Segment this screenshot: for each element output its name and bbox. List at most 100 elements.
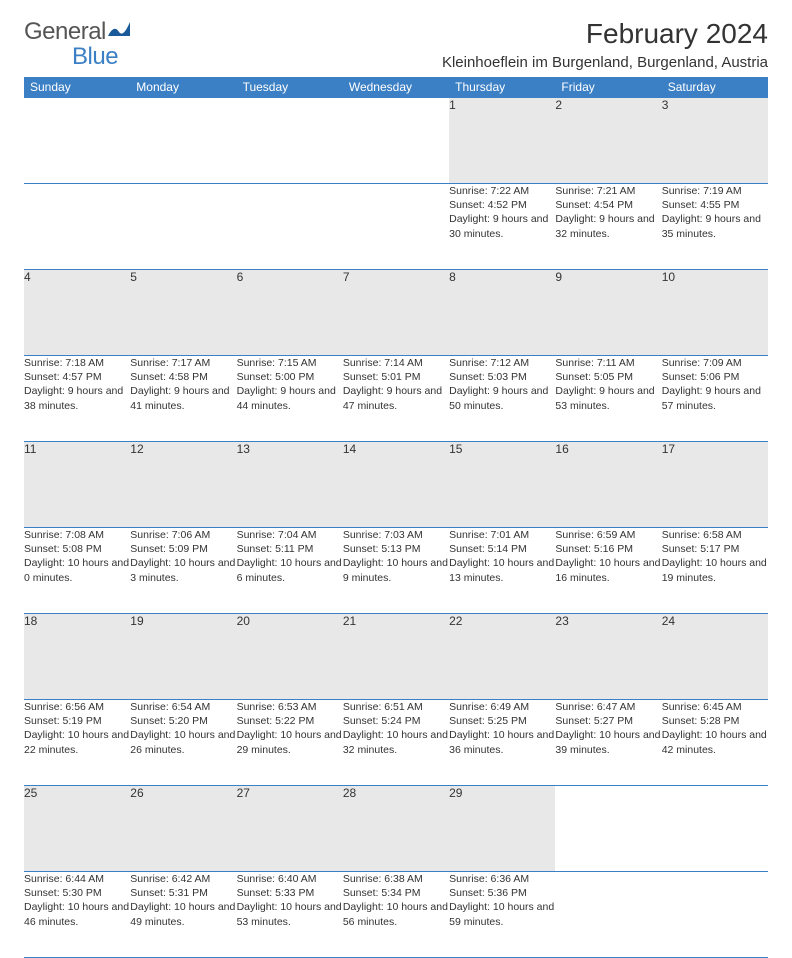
day-detail-cell [343,184,449,270]
sunrise-line: Sunrise: 7:09 AM [662,356,768,370]
day-detail-cell: Sunrise: 6:56 AMSunset: 5:19 PMDaylight:… [24,700,130,786]
day-detail-cell: Sunrise: 7:19 AMSunset: 4:55 PMDaylight:… [662,184,768,270]
day-number-cell: 28 [343,786,449,872]
sunrise-line: Sunrise: 6:54 AM [130,700,236,714]
day-detail-cell: Sunrise: 6:51 AMSunset: 5:24 PMDaylight:… [343,700,449,786]
day-number-cell: 5 [130,270,236,356]
sunset-line: Sunset: 5:05 PM [555,370,661,384]
sunrise-line: Sunrise: 6:59 AM [555,528,661,542]
daylight-line: Daylight: 10 hours and 39 minutes. [555,728,661,756]
sunrise-line: Sunrise: 7:08 AM [24,528,130,542]
weekday-header: Friday [555,77,661,98]
day-detail-row: Sunrise: 7:18 AMSunset: 4:57 PM Daylight:… [24,356,768,442]
day-detail-cell: Sunrise: 6:49 AMSunset: 5:25 PMDaylight:… [449,700,555,786]
sunrise-line: Sunrise: 7:18 AM [24,356,130,370]
daylight-line: Daylight: 10 hours and 29 minutes. [237,728,343,756]
sunset-line: Sunset: 5:00 PM [237,370,343,384]
daylight-line: Daylight: 10 hours and 26 minutes. [130,728,236,756]
day-number-cell: 17 [662,442,768,528]
day-number-cell: 23 [555,614,661,700]
day-number-cell: 24 [662,614,768,700]
sunset-line: Sunset: 5:36 PM [449,886,555,900]
day-number-cell: 6 [237,270,343,356]
sunset-line: Sunset: 4:58 PM [130,370,236,384]
sunset-line: Sunset: 5:27 PM [555,714,661,728]
sunset-line: Sunset: 5:09 PM [130,542,236,556]
sunrise-line: Sunrise: 7:21 AM [555,184,661,198]
daylight-line: Daylight: 10 hours and 42 minutes. [662,728,768,756]
title-block: February 2024 [586,18,768,50]
sunrise-line: Sunrise: 7:12 AM [449,356,555,370]
daylight-line: Daylight: 9 hours and 50 minutes. [449,384,555,412]
sunrise-line: Sunrise: 6:38 AM [343,872,449,886]
day-detail-cell: Sunrise: 7:15 AMSunset: 5:00 PMDaylight:… [237,356,343,442]
daylight-line: Daylight: 9 hours and 53 minutes. [555,384,661,412]
sunrise-line: Sunrise: 6:44 AM [24,872,130,886]
daylight-line: Daylight: 10 hours and 32 minutes. [343,728,449,756]
day-number-cell: 26 [130,786,236,872]
sunset-line: Sunset: 5:11 PM [237,542,343,556]
weekday-header: Wednesday [343,77,449,98]
daylight-line: Daylight: 10 hours and 46 minutes. [24,900,130,928]
sunrise-line: Sunrise: 6:42 AM [130,872,236,886]
logo: General [24,18,130,46]
day-detail-row: Sunrise: 6:44 AMSunset: 5:30 PMDaylight:… [24,872,768,958]
day-detail-cell [24,184,130,270]
day-detail-cell: Sunrise: 7:08 AMSunset: 5:08 PMDaylight:… [24,528,130,614]
day-detail-cell: Sunrise: 6:54 AMSunset: 5:20 PMDaylight:… [130,700,236,786]
daylight-line: Daylight: 10 hours and 36 minutes. [449,728,555,756]
day-number-cell: 29 [449,786,555,872]
daylight-line: Daylight: 9 hours and 57 minutes. [662,384,768,412]
day-number-row: 11121314151617 [24,442,768,528]
sunset-line: Sunset: 5:20 PM [130,714,236,728]
sunrise-line: Sunrise: 6:47 AM [555,700,661,714]
day-number-cell: 16 [555,442,661,528]
day-number-cell: 15 [449,442,555,528]
day-number-cell [343,98,449,184]
day-number-cell: 9 [555,270,661,356]
calendar-table: SundayMondayTuesdayWednesdayThursdayFrid… [24,77,768,958]
sunrise-line: Sunrise: 6:36 AM [449,872,555,886]
day-number-cell: 25 [24,786,130,872]
day-number-cell [130,98,236,184]
daylight-line: Daylight: 10 hours and 9 minutes. [343,556,449,584]
location: Kleinhoeflein im Burgenland, Burgenland,… [442,54,768,71]
day-number-cell: 20 [237,614,343,700]
sunrise-line: Sunrise: 7:15 AM [237,356,343,370]
sunset-line: Sunset: 5:24 PM [343,714,449,728]
day-detail-cell: Sunrise: 6:40 AMSunset: 5:33 PMDaylight:… [237,872,343,958]
weekday-header: Monday [130,77,236,98]
weekday-header: Sunday [24,77,130,98]
day-detail-cell [237,184,343,270]
daylight-line: Daylight: 10 hours and 16 minutes. [555,556,661,584]
sunrise-line: Sunrise: 7:01 AM [449,528,555,542]
sunset-line: Sunset: 5:22 PM [237,714,343,728]
sunset-line: Sunset: 5:28 PM [662,714,768,728]
day-number-row: 45678910 [24,270,768,356]
weekday-header: Thursday [449,77,555,98]
daylight-line: Daylight: 10 hours and 59 minutes. [449,900,555,928]
day-number-cell: 12 [130,442,236,528]
day-number-cell: 22 [449,614,555,700]
day-detail-cell: Sunrise: 6:44 AMSunset: 5:30 PMDaylight:… [24,872,130,958]
sunrise-line: Sunrise: 7:22 AM [449,184,555,198]
sunrise-line: Sunrise: 6:56 AM [24,700,130,714]
day-detail-row: Sunrise: 6:56 AMSunset: 5:19 PMDaylight:… [24,700,768,786]
logo-text-blue: Blue [72,43,118,71]
sunset-line: Sunset: 4:57 PM [24,370,130,384]
day-detail-cell: Sunrise: 6:45 AMSunset: 5:28 PMDaylight:… [662,700,768,786]
sunset-line: Sunset: 5:30 PM [24,886,130,900]
daylight-line: Daylight: 10 hours and 56 minutes. [343,900,449,928]
logo-text-general: General [24,18,106,46]
day-number-cell [555,786,661,872]
day-detail-cell: Sunrise: 7:01 AMSunset: 5:14 PMDaylight:… [449,528,555,614]
day-number-cell: 19 [130,614,236,700]
sunset-line: Sunset: 5:13 PM [343,542,449,556]
day-detail-cell [130,184,236,270]
daylight-line: Daylight: 10 hours and 13 minutes. [449,556,555,584]
day-number-cell: 27 [237,786,343,872]
day-number-cell: 2 [555,98,661,184]
day-number-cell [237,98,343,184]
daylight-line: Daylight: 10 hours and 3 minutes. [130,556,236,584]
day-number-cell [24,98,130,184]
